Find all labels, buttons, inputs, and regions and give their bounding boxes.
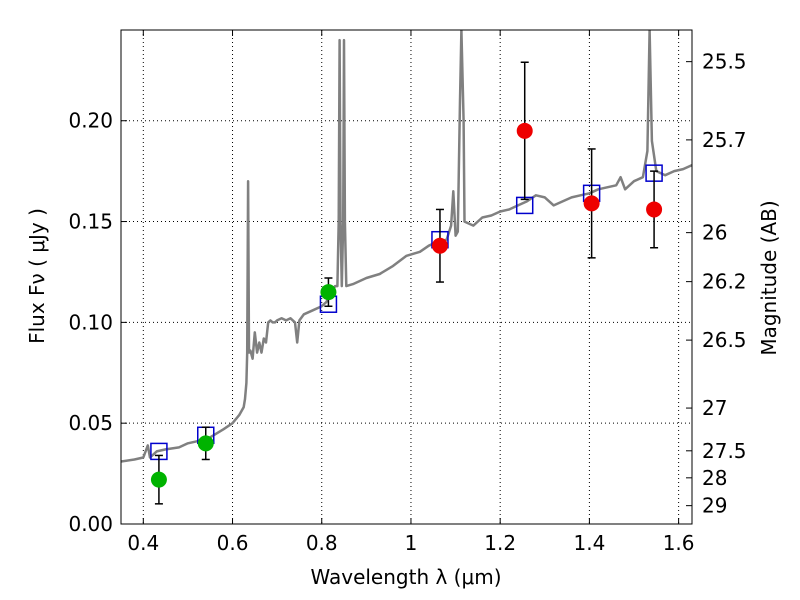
observed-flux-point: [197, 435, 214, 452]
y-tick-label: 0.15: [68, 210, 113, 234]
right-tick-label: 28: [702, 466, 727, 490]
right-tick-label: 27.5: [702, 439, 747, 463]
x-axis-label: Wavelength λ (μm): [310, 565, 501, 589]
y-axis-label: Flux Fν ( μJy ): [25, 208, 49, 344]
model-spectrum-line: [121, 30, 692, 463]
observed-flux-point: [320, 284, 337, 301]
x-tick-label: 0.8: [306, 531, 338, 555]
x-tick-label: 1.2: [484, 531, 516, 555]
right-axis-label: Magnitude (AB): [757, 200, 781, 355]
axis-ticks: 0.4 0.6 0.8 1 1.2 1.4 1.6 0.00 0.05 0.10 0.15 0.20 2…: [68, 30, 747, 555]
right-tick-label: 26.5: [702, 328, 747, 352]
y-tick-label: 0.20: [68, 109, 113, 133]
x-tick-label: 0.6: [217, 531, 249, 555]
right-tick-label: 25.7: [702, 128, 747, 152]
y-tick-label: 0.00: [68, 512, 113, 536]
x-tick-label: 1.6: [663, 531, 695, 555]
observed-flux-point: [150, 471, 167, 488]
x-tick-label: 0.4: [127, 531, 159, 555]
data-layer: [121, 30, 692, 505]
observed-flux-point: [583, 195, 600, 212]
right-tick-label: 29: [702, 494, 727, 518]
x-tick-label: 1.4: [573, 531, 605, 555]
right-tick-label: 26: [702, 221, 727, 245]
observed-flux-point: [431, 237, 448, 254]
observed-flux-point: [646, 201, 663, 218]
y-tick-label: 0.05: [68, 411, 113, 435]
y-tick-label: 0.10: [68, 310, 113, 334]
plot-frame: [120, 29, 693, 525]
right-tick-label: 27: [702, 396, 727, 420]
right-tick-label: 26.2: [702, 270, 747, 294]
x-tick-label: 1: [405, 531, 418, 555]
plot-border: [120, 29, 693, 525]
right-tick-label: 25.5: [702, 50, 747, 74]
observed-flux-point: [516, 122, 533, 139]
